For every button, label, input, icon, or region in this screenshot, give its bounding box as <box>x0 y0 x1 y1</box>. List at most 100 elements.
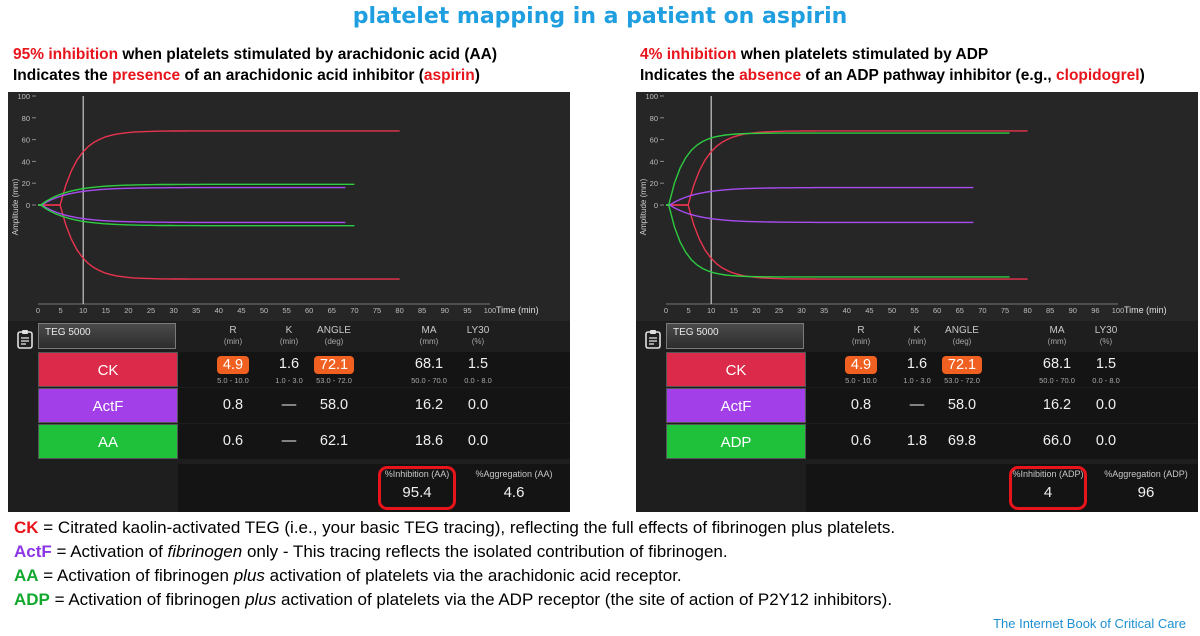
ck-tracing-upper <box>666 130 1028 206</box>
actf-tracing-lower <box>38 204 346 224</box>
teg-results-table: TEG 5000 R (min) K (min) ANGLE (deg) MA (mm) LY30… <box>8 321 570 512</box>
y-tick-label: 40 <box>650 157 658 166</box>
column-header-angle: ANGLE (deg) <box>922 325 1002 347</box>
assay-button-aa[interactable]: AA <box>38 424 178 459</box>
left-heading-line2-b: of an arachidonic acid inhibitor ( <box>180 67 424 84</box>
x-tick-label: 100 <box>484 306 497 315</box>
table-row-background <box>806 388 1198 423</box>
x-tick-label: 35 <box>192 306 200 315</box>
abnormal-value-badge: 72.1 <box>313 356 355 374</box>
agonist-tracing-upper <box>666 132 1010 206</box>
aggregation-label: %Aggregation (AA) <box>475 469 553 479</box>
inhibition-area <box>806 464 1198 512</box>
teg-tracing-plot: 100 80 60 40 20 0 Amplitude (mm) 0 5 10 15 20 25 30 35… <box>639 92 1167 315</box>
legend-text: = Activation of <box>51 542 168 561</box>
table-cell: 1.5 <box>1095 356 1117 372</box>
agonist-tracing-lower <box>38 204 355 227</box>
y-tick-label: 100 <box>17 92 30 101</box>
x-tick-label: 65 <box>328 306 336 315</box>
reference-range: 1.0 - 3.0 <box>275 376 303 385</box>
column-header-unit: (deg) <box>324 337 344 346</box>
x-tick-label: 75 <box>373 306 381 315</box>
ck-tracing-lower <box>38 204 400 280</box>
x-tick-label: 90 <box>441 306 449 315</box>
x-tick-label: 60 <box>305 306 313 315</box>
table-cell: 0.0 <box>467 433 489 449</box>
column-header-unit: (deg) <box>952 337 972 346</box>
x-tick-label: 70 <box>978 306 986 315</box>
assay-button-adp[interactable]: ADP <box>666 424 806 459</box>
device-name-field[interactable]: TEG 5000 <box>666 323 804 349</box>
table-cell: 1.5 <box>467 356 489 372</box>
table-cell: 72.1 <box>304 356 364 374</box>
actf-tracing-lower <box>666 204 974 224</box>
inhibition-label: %Inhibition (ADP) <box>1012 469 1084 479</box>
table-cell: 16.2 <box>1042 397 1072 413</box>
right-heading: 4% inhibition when platelets stimulated … <box>640 44 1145 86</box>
x-tick-label: 70 <box>350 306 358 315</box>
aggregation-value: 96 <box>1137 484 1155 501</box>
y-tick-label: 20 <box>650 179 658 188</box>
clipboard-icon[interactable] <box>14 328 36 350</box>
column-header-k: K (min) <box>877 325 957 347</box>
abnormal-value-badge: 4.9 <box>844 356 878 374</box>
x-tick-label: 65 <box>956 306 964 315</box>
clipboard-icon[interactable] <box>642 328 664 350</box>
y-tick-label: 20 <box>22 179 30 188</box>
table-cell: 1.6 <box>278 356 300 372</box>
ck-tracing-upper <box>38 130 400 206</box>
column-header-ma: MA (mm) <box>1017 325 1097 347</box>
legend-text: fibrinogen <box>167 542 243 561</box>
column-header-unit: (min) <box>223 337 243 346</box>
column-header-unit: (mm) <box>1047 337 1067 346</box>
inhibition-value: 95.4 <box>402 484 432 501</box>
right-heading-clopidogrel: clopidogrel <box>1056 67 1140 84</box>
y-tick-label: 100 <box>645 92 658 101</box>
table-cell: 69.8 <box>947 433 977 449</box>
x-tick-label: 45 <box>237 306 245 315</box>
teg-tracing-plot: 100 80 60 40 20 0 Amplitude (mm) 0 5 10 15 20 25 30 35… <box>11 92 539 315</box>
table-cell: — <box>281 397 297 413</box>
assay-button-ck[interactable]: CK <box>666 352 806 387</box>
left-heading-presence: presence <box>112 67 181 84</box>
assay-button-ck[interactable]: CK <box>38 352 178 387</box>
column-header-unit: (%) <box>471 337 485 346</box>
column-header-name: R <box>229 325 237 336</box>
table-cell: 0.6 <box>850 433 872 449</box>
page-title: platelet mapping in a patient on aspirin <box>352 4 848 29</box>
column-header-unit: (min) <box>907 337 927 346</box>
table-cell: 4.9 <box>203 356 263 374</box>
x-tick-label: 35 <box>820 306 828 315</box>
table-row-background <box>806 424 1198 459</box>
reference-range: 0.0 - 8.0 <box>1092 376 1120 385</box>
assay-button-actf[interactable]: ActF <box>666 388 806 423</box>
footer-credit: The Internet Book of Critical Care <box>993 616 1186 631</box>
x-axis-label: Time (min) <box>1124 305 1167 315</box>
inhibition-area <box>178 464 570 512</box>
x-tick-label: 30 <box>169 306 177 315</box>
inhibition-highlight-box <box>1009 466 1087 510</box>
table-cell: 18.6 <box>414 433 444 449</box>
abnormal-value-badge: 72.1 <box>941 356 983 374</box>
agonist-tracing-upper <box>38 183 355 206</box>
assay-button-actf[interactable]: ActF <box>38 388 178 423</box>
actf-tracing-upper <box>666 186 974 206</box>
left-heading-line1-rest: when platelets stimulated by arachidonic… <box>118 46 498 63</box>
left-heading: 95% inhibition when platelets stimulated… <box>13 44 497 86</box>
ck-tracing-lower <box>666 204 1028 280</box>
inhibition-label: %Inhibition (AA) <box>384 469 450 479</box>
x-tick-label: 90 <box>1069 306 1077 315</box>
table-cell: 62.1 <box>319 433 349 449</box>
legend-term: ADP <box>14 590 50 609</box>
table-cell: 58.0 <box>947 397 977 413</box>
column-header-name: K <box>913 325 921 336</box>
device-name-field[interactable]: TEG 5000 <box>38 323 176 349</box>
legend-text: activation of platelets via the arachido… <box>264 566 682 585</box>
x-tick-label: 25 <box>775 306 783 315</box>
x-tick-label: 0 <box>36 306 40 315</box>
column-header-name: K <box>285 325 293 336</box>
table-cell: — <box>909 397 925 413</box>
table-cell: 0.6 <box>222 433 244 449</box>
teg-panel-left: 100 80 60 40 20 0 Amplitude (mm) 0 5 10 15 20 25 30 35… <box>8 92 570 512</box>
left-heading-line2-a: Indicates the <box>13 67 113 84</box>
